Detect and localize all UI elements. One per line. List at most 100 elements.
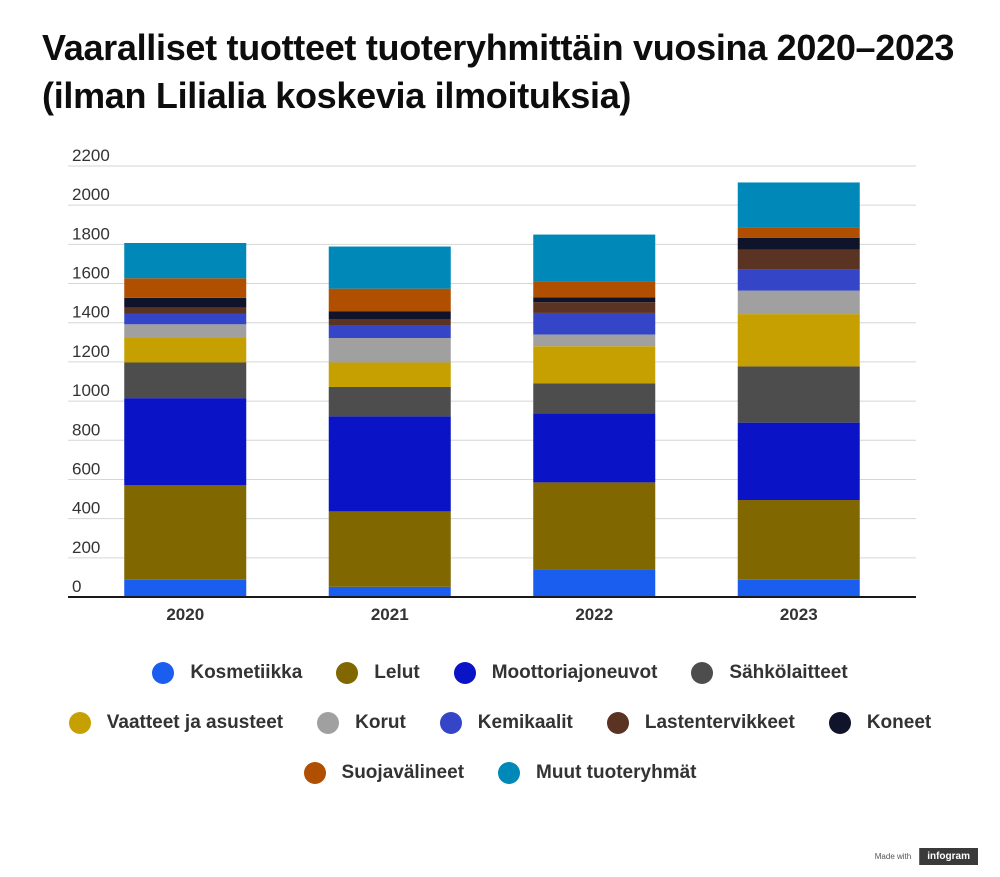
bar-2021-moottoriajoneuvot xyxy=(328,416,451,512)
x-tick-label-2023: 2023 xyxy=(780,605,818,624)
y-tick-label: 0 xyxy=(72,577,81,596)
bar-2022-vaatteet-ja-asusteet xyxy=(533,346,656,384)
legend-swatch xyxy=(68,712,91,734)
bar-2022-koneet xyxy=(533,297,656,303)
legend-label: Koneet xyxy=(866,712,932,733)
bar-2022-muut-tuoteryhmät xyxy=(533,234,656,282)
legend-swatch xyxy=(606,712,629,734)
bar-2023-vaatteet-ja-asusteet xyxy=(737,314,860,367)
bar-2023-sähkölaitteet xyxy=(737,366,860,423)
bar-2023-suojavälineet xyxy=(737,227,860,238)
legend-item-kemikaalit[interactable]: Kemikaalit xyxy=(439,712,573,734)
legend-item-sähkölaitteet[interactable]: Sähkölaitteet xyxy=(691,662,848,684)
y-tick-label: 2200 xyxy=(72,146,110,165)
legend-item-vaatteet-ja-asusteet[interactable]: Vaatteet ja asusteet xyxy=(68,712,284,734)
legend-item-lastentervikkeet[interactable]: Lastentervikkeet xyxy=(606,712,795,734)
legend-swatch xyxy=(303,762,326,784)
legend-item-moottoriajoneuvot[interactable]: Moottoriajoneuvot xyxy=(453,662,658,684)
legend-item-koneet[interactable]: Koneet xyxy=(828,712,932,734)
bar-2021-kemikaalit xyxy=(328,325,451,339)
legend-row: Suojavälineet Muut tuoteryhmät xyxy=(0,748,1000,798)
legend-swatch xyxy=(453,662,476,684)
infogram-logo: infogram xyxy=(919,848,978,865)
legend-label: Kosmetiikka xyxy=(190,662,303,683)
y-tick-label: 800 xyxy=(72,420,100,439)
legend-item-korut[interactable]: Korut xyxy=(317,712,406,734)
legend-swatch xyxy=(691,662,714,684)
infogram-credit[interactable]: Made with infogram xyxy=(875,848,978,865)
made-with-text: Made with xyxy=(874,852,912,861)
bar-2022-korut xyxy=(533,334,656,347)
bar-2022-kemikaalit xyxy=(533,312,656,335)
legend-swatch xyxy=(498,762,521,784)
bar-2020-muut-tuoteryhmät xyxy=(124,242,247,279)
legend-swatch xyxy=(439,712,462,734)
y-tick-label: 2000 xyxy=(72,185,110,204)
y-tick-label: 400 xyxy=(72,499,100,518)
legend-label: Lastentervikkeet xyxy=(644,712,795,733)
bar-2021-muut-tuoteryhmät xyxy=(328,246,451,289)
stacked-bar-chart: 0 200 400 600 800 1000 1200 1400 1600 1800 2000 220… xyxy=(68,146,916,624)
bar-2022-suojavälineet xyxy=(533,281,656,298)
legend-label: Muut tuoteryhmät xyxy=(536,762,697,783)
x-tick-label-2022: 2022 xyxy=(575,605,613,624)
bar-2021-vaatteet-ja-asusteet xyxy=(328,362,451,387)
bar-2020-korut xyxy=(124,324,247,339)
legend-label: Korut xyxy=(355,712,406,733)
bar-2022-kosmetiikka xyxy=(533,569,656,597)
x-tick-label-2021: 2021 xyxy=(371,605,409,624)
legend-item-lelut[interactable]: Lelut xyxy=(336,662,420,684)
bar-2021-lastentervikkeet xyxy=(328,319,451,326)
bar-2021-korut xyxy=(328,338,451,363)
bar-2022-lelut xyxy=(533,482,656,570)
bar-2023-koneet xyxy=(737,237,860,250)
legend-item-kosmetiikka[interactable]: Kosmetiikka xyxy=(152,662,302,684)
legend-label: Lelut xyxy=(374,662,420,683)
bar-2020-vaatteet-ja-asusteet xyxy=(124,338,247,363)
legend-label: Sähkölaitteet xyxy=(729,662,848,683)
y-tick-label: 1400 xyxy=(72,303,110,322)
y-tick-label: 1800 xyxy=(72,224,110,243)
bar-2023-muut-tuoteryhmät xyxy=(737,182,860,228)
legend-label: Vaatteet ja asusteet xyxy=(106,712,284,733)
chart-title: Vaaralliset tuotteet tuoteryhmittäin vuo… xyxy=(42,27,955,116)
legend-row: Vaatteet ja asusteet Korut Kemikaalit Laste… xyxy=(0,698,1000,748)
bar-2023-moottoriajoneuvot xyxy=(737,422,860,501)
bar-2021-lelut xyxy=(328,511,451,587)
x-tick-label-2020: 2020 xyxy=(166,605,204,624)
bar-2023-lelut xyxy=(737,500,860,580)
bar-2021-suojavälineet xyxy=(328,288,451,312)
bar-2022-sähkölaitteet xyxy=(533,383,656,414)
bar-2020-kemikaalit xyxy=(124,313,247,325)
bar-2023-lastentervikkeet xyxy=(737,249,860,270)
legend-row: Kosmetiikka Lelut Moottoriajoneuvot Sähköla… xyxy=(0,648,1000,698)
legend-label: Suojavälineet xyxy=(341,762,465,783)
bar-2021-koneet xyxy=(328,311,451,320)
legend-label: Moottoriajoneuvot xyxy=(491,662,658,683)
bar-2022-lastentervikkeet xyxy=(533,302,656,313)
bar-2021-sähkölaitteet xyxy=(328,386,451,417)
y-tick-label: 600 xyxy=(72,459,100,478)
legend-swatch xyxy=(336,662,359,684)
legend: Kosmetiikka Lelut Moottoriajoneuvot Sähköla… xyxy=(0,648,1000,798)
legend-swatch xyxy=(317,712,340,734)
bar-2023-korut xyxy=(737,290,860,315)
bar-2022-moottoriajoneuvot xyxy=(533,413,656,483)
legend-label: Kemikaalit xyxy=(477,712,573,733)
legend-swatch xyxy=(152,662,175,684)
bar-2021-kosmetiikka xyxy=(328,586,451,597)
bar-2023-kosmetiikka xyxy=(737,579,860,597)
legend-swatch xyxy=(828,712,851,734)
bar-2020-koneet xyxy=(124,297,247,308)
bar-2020-lelut xyxy=(124,485,247,580)
legend-item-suojavälineet[interactable]: Suojavälineet xyxy=(303,762,465,784)
bar-2020-kosmetiikka xyxy=(124,579,247,597)
bar-2020-lastentervikkeet xyxy=(124,307,247,314)
legend-item-muut-tuoteryhmät[interactable]: Muut tuoteryhmät xyxy=(498,762,696,784)
y-tick-label: 1600 xyxy=(72,264,110,283)
bar-2020-suojavälineet xyxy=(124,278,247,298)
y-tick-label: 200 xyxy=(72,538,100,557)
bar-2020-moottoriajoneuvot xyxy=(124,398,247,486)
bar-2023-kemikaalit xyxy=(737,269,860,291)
y-tick-label: 1000 xyxy=(72,381,110,400)
